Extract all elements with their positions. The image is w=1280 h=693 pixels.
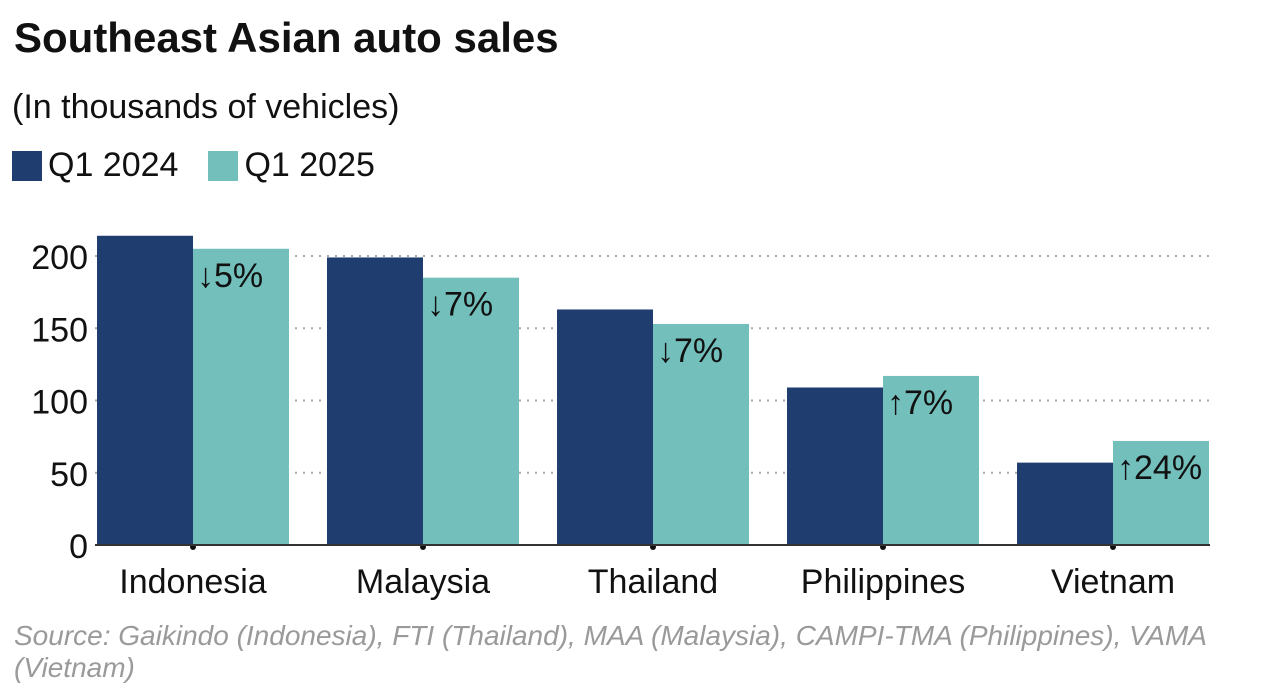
legend-label: Q1 2025 xyxy=(244,146,375,184)
y-tick-label: 50 xyxy=(50,456,88,494)
change-label: ↑24% xyxy=(1117,449,1202,487)
y-tick-label: 200 xyxy=(31,239,88,277)
legend-label: Q1 2024 xyxy=(48,146,179,184)
x-tick-label: Indonesia xyxy=(119,563,267,601)
legend: Q1 2024 Q1 2025 xyxy=(12,146,405,185)
source-note: Source: Gaikindo (Indonesia), FTI (Thail… xyxy=(14,620,1206,683)
y-tick-label: 150 xyxy=(31,311,88,349)
bar-philippines-2024 xyxy=(787,387,883,545)
bar-indonesia-2024 xyxy=(97,235,193,545)
bar-malaysia-2024 xyxy=(327,257,423,545)
x-tick-label: Thailand xyxy=(588,563,718,601)
change-label: ↑7% xyxy=(887,384,953,422)
legend-swatch xyxy=(12,150,42,181)
chart-title: Southeast Asian auto sales xyxy=(14,14,559,61)
legend-item-q1-2025: Q1 2025 xyxy=(208,146,375,185)
change-label: ↓7% xyxy=(427,286,493,324)
x-tick-label: Vietnam xyxy=(1051,563,1175,601)
bar-indonesia-2025 xyxy=(193,248,289,545)
x-tick-label: Philippines xyxy=(801,563,965,601)
chart-subtitle: (In thousands of vehicles) xyxy=(12,88,400,126)
y-tick-label: 0 xyxy=(69,528,88,566)
bar-malaysia-2025 xyxy=(423,277,519,545)
change-label: ↓7% xyxy=(657,332,723,370)
bar-vietnam-2024 xyxy=(1017,462,1113,545)
bar-vietnam-2025 xyxy=(1113,440,1209,545)
bar-thailand-2024 xyxy=(557,309,653,545)
y-tick-label: 100 xyxy=(31,384,88,422)
legend-swatch xyxy=(208,150,239,181)
bar-thailand-2025 xyxy=(653,323,749,545)
bar-philippines-2025 xyxy=(883,375,979,545)
change-label: ↓5% xyxy=(197,257,263,295)
x-tick-label: Malaysia xyxy=(356,563,490,601)
legend-item-q1-2024: Q1 2024 xyxy=(12,146,178,185)
